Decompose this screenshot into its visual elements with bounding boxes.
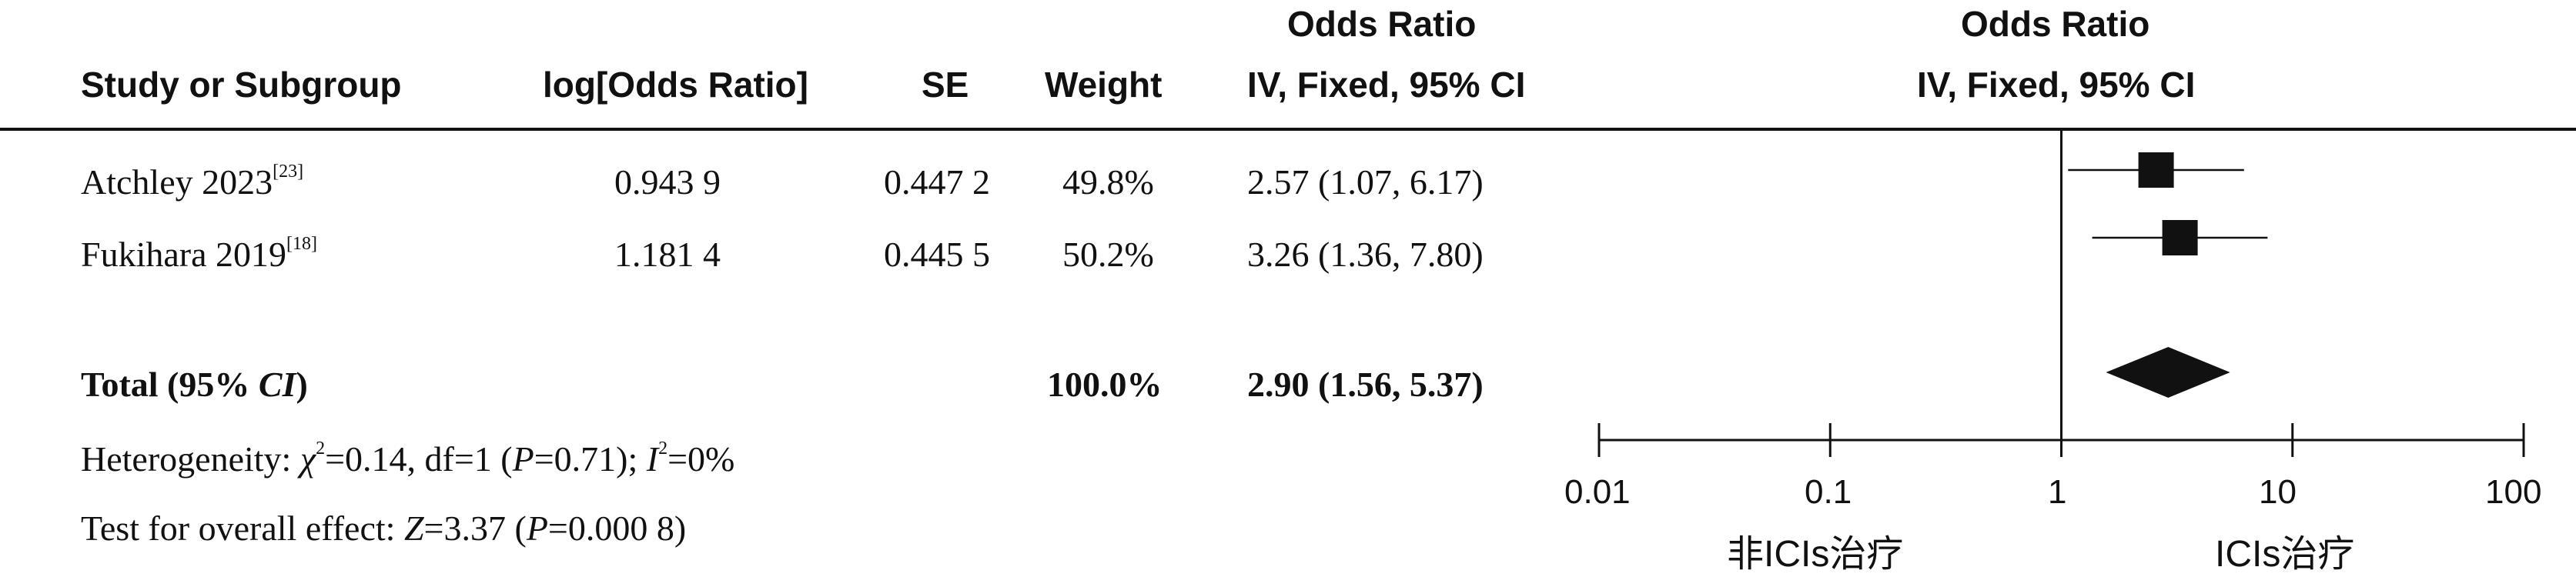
study-weight: 49.8%: [1062, 162, 1154, 202]
pooled-estimate-diamond: [2106, 347, 2230, 398]
total-weight: 100.0%: [1047, 365, 1163, 404]
het-chi-sup: 2: [316, 439, 326, 459]
overall-effect-text: Test for overall effect: Z=3.37 (P=0.000…: [81, 508, 686, 549]
overall-z: Z: [403, 509, 424, 548]
het-chi: χ: [299, 439, 316, 479]
header-rule: [0, 128, 2576, 131]
axis-tick-label: 1: [2048, 473, 2067, 511]
header-se: SE: [922, 65, 969, 105]
axis-left-direction-label: 非ICIs治疗: [1727, 534, 1904, 575]
study-weight: 50.2%: [1062, 235, 1154, 274]
header-plot-method: IV, Fixed, 95% CI: [1917, 65, 2196, 105]
reference-mark: [23]: [273, 162, 304, 182]
header-or-method: IV, Fixed, 95% CI: [1247, 65, 1526, 105]
total-label-ci: CI: [258, 365, 296, 404]
het-mid: =0.14, df=1 (: [325, 439, 513, 479]
axis-tick-label: 10: [2259, 473, 2297, 511]
study-log-or: 1.181 4: [614, 235, 721, 274]
study-label: Fukihara 2019: [81, 235, 287, 274]
overall-p: P: [526, 509, 548, 548]
het-i: I: [646, 439, 659, 479]
axis-tick-label: 0.01: [1564, 473, 1631, 511]
het-p-val: =0.71);: [534, 439, 647, 479]
header-weight: Weight: [1045, 65, 1163, 105]
header-plot-title: Odds Ratio: [1961, 4, 2150, 44]
study-name: Fukihara 2019[18]: [81, 234, 317, 275]
het-i-val: =0%: [667, 439, 735, 479]
total-ci-text: 2.90 (1.56, 5.37): [1247, 365, 1484, 404]
reference-mark: [18]: [286, 234, 317, 254]
study-log-or: 0.943 9: [614, 162, 721, 202]
axis-tick-label: 0.1: [1805, 473, 1852, 511]
study-point-estimate: [2162, 220, 2198, 255]
het-i-sup: 2: [658, 439, 668, 459]
total-label: Total (95% CI): [81, 364, 308, 405]
study-name: Atchley 2023[23]: [81, 162, 303, 202]
axis-right-direction-label: ICIs治疗: [2215, 534, 2355, 575]
total-label-post: ): [296, 365, 308, 404]
header-or-title: Odds Ratio: [1287, 4, 1477, 44]
study-se: 0.447 2: [884, 162, 990, 202]
header-study: Study or Subgroup: [81, 65, 402, 105]
study-point-estimate: [2138, 152, 2174, 188]
study-ci-text: 3.26 (1.36, 7.80): [1247, 235, 1484, 274]
overall-pre: Test for overall effect:: [81, 509, 404, 548]
study-label: Atchley 2023: [81, 162, 273, 202]
study-se: 0.445 5: [884, 235, 990, 274]
total-label-pre: Total (95%: [81, 365, 259, 404]
het-pre: Heterogeneity:: [81, 439, 300, 479]
het-p: P: [512, 439, 534, 479]
overall-z-val: =3.37 (: [423, 509, 527, 548]
study-ci-text: 2.57 (1.07, 6.17): [1247, 162, 1484, 202]
axis-tick-label: 100: [2485, 473, 2542, 511]
header-log-odds-ratio: log[Odds Ratio]: [543, 65, 808, 105]
overall-p-val: =0.000 8): [547, 509, 687, 548]
heterogeneity-text: Heterogeneity: χ2=0.14, df=1 (P=0.71); I…: [81, 439, 734, 479]
